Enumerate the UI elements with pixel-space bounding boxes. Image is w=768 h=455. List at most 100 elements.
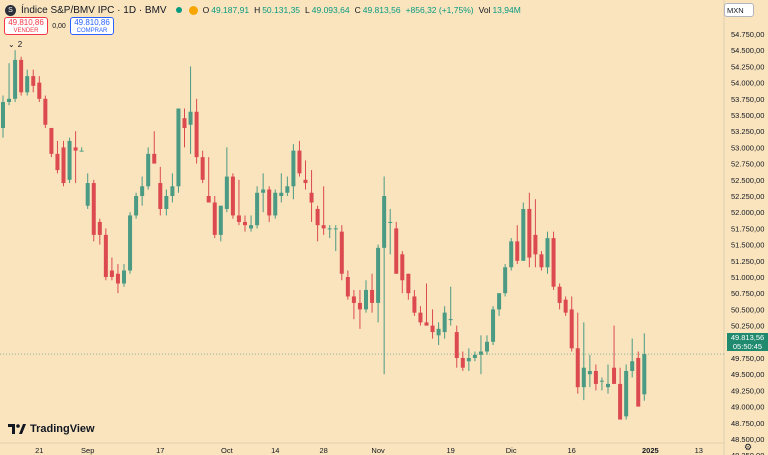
candle-body <box>394 228 399 274</box>
ohlc-close: C 49.813,56 <box>354 5 401 15</box>
chevron-down-icon: ⌄ <box>8 40 15 49</box>
candle-body <box>85 183 90 206</box>
candle-body <box>79 150 84 152</box>
candle-body <box>430 325 435 333</box>
bar-countdown: 05:50:45 <box>732 342 763 351</box>
candle-body <box>218 205 223 235</box>
candle-body <box>418 312 423 323</box>
candle-body <box>618 383 623 420</box>
candle-body <box>122 270 126 284</box>
candle-body <box>315 208 320 226</box>
candle-body <box>466 358 471 362</box>
candle-body <box>182 118 187 128</box>
trade-buttons: 49.810,86 VENDER 0,00 49.810,86 COMPRAR <box>4 17 114 35</box>
time-tick-label: 2025 <box>642 446 659 455</box>
price-tick-label: 51.250,00 <box>731 257 764 266</box>
price-tick-label: 51.750,00 <box>731 224 764 233</box>
time-tick-label: 17 <box>156 446 164 455</box>
time-tick-label: 28 <box>319 446 327 455</box>
time-tick-label: 21 <box>35 446 43 455</box>
symbol-title[interactable]: Índice S&P/BMV IPC · 1D · BMV <box>21 4 167 16</box>
current-price-label: 49.813,56 05:50:45 <box>727 333 768 351</box>
candle-body <box>351 296 356 303</box>
price-axis[interactable]: 54.750,00 54.500,00 54.250,00 54.000,00 53.7… <box>731 30 764 455</box>
candle-body <box>478 351 483 355</box>
sell-price: 49.810,86 <box>8 17 44 27</box>
brand-name: TradingView <box>30 423 95 435</box>
candle-body <box>569 309 574 349</box>
candle-body <box>333 228 338 230</box>
price-tick-label: 48.250,00 <box>731 451 764 455</box>
candle-body <box>527 208 532 258</box>
candle-body <box>521 208 526 261</box>
price-tick-label: 49.750,00 <box>731 354 764 363</box>
candle-body <box>103 234 108 277</box>
candle-body <box>164 196 169 209</box>
candle-body <box>424 322 429 326</box>
tradingview-logo-icon <box>8 424 26 434</box>
candle-body <box>152 153 157 164</box>
price-tick-label: 52.500,00 <box>731 176 764 185</box>
candle-body <box>55 153 60 171</box>
candle-body <box>382 196 387 248</box>
price-tick-label: 54.750,00 <box>731 30 764 39</box>
ohlc-low: L 49.093,64 <box>305 5 350 15</box>
candle-body <box>236 215 241 222</box>
candle-body <box>587 370 592 375</box>
candle-body <box>67 140 72 180</box>
candle-body <box>7 98 12 103</box>
candle-body <box>1 102 5 128</box>
candle-body <box>557 286 562 303</box>
candle-body <box>115 273 120 284</box>
candle-body <box>551 238 556 287</box>
time-tick-label: Dic <box>506 446 517 455</box>
candle-body <box>412 296 417 313</box>
price-tick-label: 52.750,00 <box>731 160 764 169</box>
candle-body <box>200 157 205 180</box>
candle-body <box>73 147 78 151</box>
candle-body <box>485 341 489 352</box>
price-tick-label: 52.000,00 <box>731 208 764 217</box>
symbol-icon[interactable]: S <box>5 4 16 16</box>
buy-label: COMPRAR <box>76 27 108 34</box>
time-tick-label: 19 <box>447 446 455 455</box>
candle-body <box>436 328 441 336</box>
candle-body <box>497 293 502 310</box>
candle-body <box>25 76 30 93</box>
price-tick-label: 48.500,00 <box>731 435 764 444</box>
tradingview-logo[interactable]: TradingView <box>8 423 95 435</box>
price-tick-label: 50.750,00 <box>731 289 764 298</box>
candle-body <box>376 247 381 303</box>
candle-body <box>612 367 617 384</box>
candle-body <box>212 202 217 235</box>
candle-body <box>509 241 514 268</box>
status-icon[interactable] <box>188 5 198 15</box>
time-axis[interactable]: 21 Sep 17 Oct 14 28 Nov 19 Dic 16 2025 13 <box>35 446 703 455</box>
candles <box>1 50 647 420</box>
ohlc-change: +856,32 (+1,75%) <box>405 5 474 15</box>
candle-body <box>176 108 181 187</box>
candle-body <box>563 299 568 313</box>
indicators-toggle[interactable]: ⌄ 2 <box>8 40 22 49</box>
candle-body <box>224 176 229 209</box>
currency-selector[interactable]: MXN <box>724 3 754 17</box>
time-tick-label: 16 <box>568 446 576 455</box>
sell-button[interactable]: 49.810,86 VENDER <box>4 17 48 35</box>
time-tick-label: Oct <box>221 446 234 455</box>
candle-body <box>188 111 193 125</box>
time-tick-label: Sep <box>81 446 94 455</box>
buy-button[interactable]: 49.810,86 COMPRAR <box>70 17 114 35</box>
price-tick-label: 49.500,00 <box>731 370 764 379</box>
candle-body <box>146 153 151 187</box>
price-tick-label: 53.250,00 <box>731 127 764 136</box>
candle-body <box>140 186 145 196</box>
candle-body <box>158 183 163 209</box>
candle-body <box>388 221 393 223</box>
price-tick-label: 50.500,00 <box>731 305 764 314</box>
candle-body <box>454 332 459 358</box>
candle-body <box>194 111 199 158</box>
candle-body <box>442 312 447 333</box>
candle-body <box>345 277 350 297</box>
settings-icon[interactable]: ⚙ <box>743 442 753 452</box>
